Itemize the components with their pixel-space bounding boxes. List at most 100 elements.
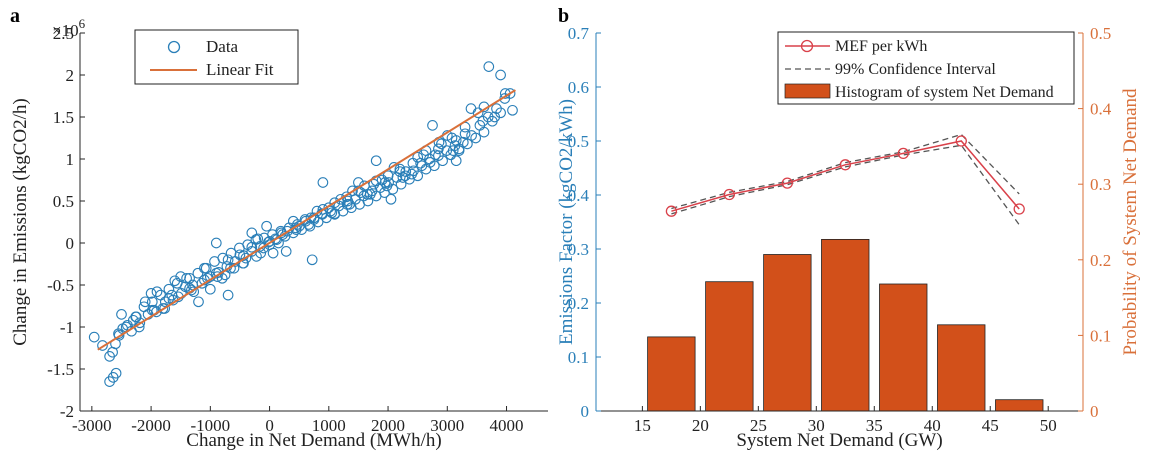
data-point	[433, 143, 444, 155]
data-point	[225, 262, 236, 274]
right-y-tick-label: 0.5	[1090, 24, 1111, 43]
histogram-bar	[879, 283, 928, 412]
data-point	[146, 296, 158, 308]
data-point	[495, 69, 506, 81]
x-tick-label: 3000	[430, 416, 464, 435]
y-exponent-base: ×10	[52, 21, 79, 40]
data-point	[104, 376, 115, 387]
data-point	[116, 309, 127, 320]
data-point	[151, 286, 163, 298]
data-point	[145, 288, 157, 299]
left-y-tick-label: 0.3	[568, 240, 589, 259]
x-tick-label: 35	[866, 416, 883, 435]
data-point	[394, 166, 406, 177]
data-point	[347, 185, 358, 197]
mef-point	[839, 159, 851, 171]
scatter-legend: Data Linear Fit	[134, 29, 299, 85]
data-point	[341, 191, 352, 203]
data-point	[427, 120, 438, 131]
histogram-bar	[937, 324, 986, 412]
x-axis-label: Change in Net Demand (MWh/h)	[186, 430, 441, 451]
data-point	[470, 132, 482, 144]
data-point	[193, 296, 204, 308]
data-point	[317, 177, 329, 188]
data-point	[462, 138, 473, 150]
left-y-tick-label: 0.4	[568, 186, 590, 205]
left-y-axis-label: Emissions Factor (kgCO2/kWh)	[556, 99, 577, 345]
data-point	[370, 155, 382, 167]
x-tick-label: -2000	[131, 416, 171, 435]
data-point	[477, 115, 489, 127]
x-tick-label: 45	[982, 416, 999, 435]
panel-b: b 15 20 25 30 35 40 45 50 0 0.1 0.2 0.3 0.4 0.5 0.6 0.7…	[556, 5, 1141, 451]
data-point	[362, 195, 374, 207]
data-point	[387, 183, 399, 195]
data-point	[465, 103, 477, 114]
data-point	[447, 145, 459, 156]
right-y-tick-label: 0.4	[1090, 100, 1112, 119]
y-tick-label: 2	[66, 66, 75, 85]
data-point	[406, 168, 418, 180]
data-point	[453, 145, 465, 156]
data-point	[280, 246, 292, 257]
left-y-tick-label: 0.5	[568, 132, 589, 151]
panel-b-label: b	[558, 5, 569, 27]
data-point	[246, 241, 258, 253]
y-axis-label: Change in Emissions (kgCO2/h)	[10, 98, 31, 346]
data-point	[217, 252, 229, 264]
ci-upper-line	[671, 133, 1020, 210]
data-point	[163, 283, 175, 295]
data-point	[395, 178, 407, 190]
scatter-plot-area: -3000 -2000 -1000 0 1000 2000 3000 4000 -2 -1.5 -1…	[47, 24, 548, 435]
x-tick-label: 20	[692, 416, 709, 435]
y-tick-label: -1.5	[47, 360, 74, 379]
left-y-tick-label: 0.6	[568, 78, 589, 97]
data-point	[169, 275, 181, 287]
data-point	[299, 214, 311, 225]
x-tick-label: 40	[924, 416, 941, 435]
panel-a: a -3000 -2000 -1000 0 1000 2000 3000 4000 -2 -1.5…	[10, 5, 548, 451]
data-point	[326, 207, 338, 219]
y-exponent-power: 6	[79, 16, 86, 31]
right-y-tick-label: 0.1	[1090, 326, 1111, 345]
left-y-tick-label: 0.1	[568, 348, 589, 367]
y-tick-label: 1.5	[53, 108, 74, 127]
data-point	[261, 220, 272, 232]
data-point	[157, 303, 169, 314]
x-tick-label: 50	[1040, 416, 1057, 435]
data-point	[287, 215, 299, 227]
legend-box	[134, 29, 299, 85]
data-point	[489, 111, 501, 123]
legend-mef-label: MEF per kWh	[835, 38, 927, 55]
data-point	[104, 351, 115, 362]
left-y-tick-label: 0	[581, 402, 590, 421]
mef-point	[897, 147, 909, 160]
data-point	[323, 202, 335, 214]
data-point	[478, 126, 490, 138]
legend-mef-marker	[800, 39, 814, 53]
mef-point	[723, 188, 735, 201]
right-y-tick-label: 0	[1090, 402, 1099, 421]
x-tick-label: 1000	[312, 416, 346, 435]
data-point	[277, 229, 288, 240]
data-point	[507, 104, 518, 116]
data-point	[222, 289, 234, 301]
left-y-tick-label: 0.7	[568, 24, 590, 43]
histogram-bar	[705, 281, 754, 412]
data-point	[267, 247, 279, 259]
x-axis-label: System Net Demand (GW)	[736, 430, 942, 451]
data-point	[335, 193, 347, 205]
x-tick-label: 30	[808, 416, 825, 435]
right-y-tick-label: 0.3	[1090, 175, 1111, 194]
y-tick-label: 1	[66, 150, 75, 169]
data-point	[459, 128, 471, 140]
data-point	[483, 61, 495, 72]
data-point	[355, 187, 367, 198]
mef-point	[781, 177, 793, 189]
histogram-bar	[995, 399, 1044, 412]
data-point	[199, 262, 210, 274]
data-point	[344, 199, 355, 210]
mef-line	[671, 140, 1020, 212]
x-tick-label: 15	[634, 416, 651, 435]
